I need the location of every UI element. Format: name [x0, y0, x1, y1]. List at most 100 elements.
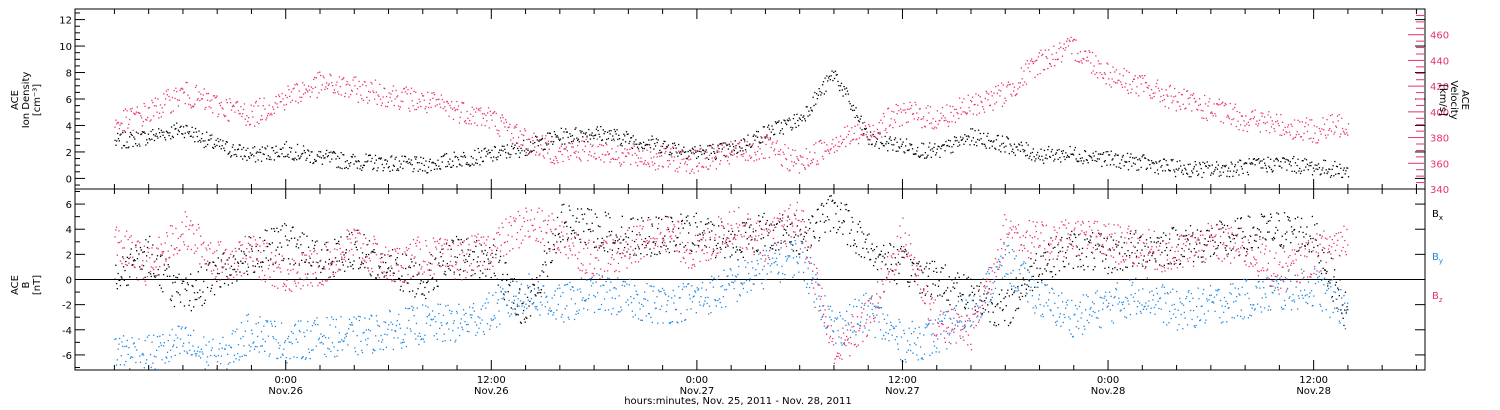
data-point	[915, 104, 917, 106]
data-point	[147, 133, 150, 135]
data-point	[829, 195, 831, 197]
data-point	[311, 325, 314, 327]
data-point	[878, 254, 880, 256]
data-point	[391, 249, 394, 251]
data-point	[879, 254, 882, 256]
data-point	[482, 117, 484, 119]
data-point	[368, 99, 371, 102]
data-point	[268, 243, 270, 245]
data-point	[1223, 224, 1226, 226]
data-point	[462, 270, 465, 272]
data-point	[310, 151, 312, 153]
data-point	[553, 162, 556, 165]
data-point	[1297, 158, 1299, 160]
data-point	[1066, 237, 1068, 240]
data-point	[570, 233, 573, 235]
data-point	[960, 113, 962, 115]
data-point	[790, 241, 792, 243]
data-point	[732, 154, 734, 156]
data-point	[1328, 168, 1330, 170]
data-point	[1098, 244, 1101, 246]
data-point	[428, 291, 430, 293]
data-point	[583, 213, 586, 215]
data-point	[537, 287, 539, 289]
data-point	[819, 140, 821, 142]
data-point	[1173, 96, 1175, 98]
data-point	[354, 155, 356, 158]
data-point	[393, 272, 395, 274]
data-point	[144, 105, 146, 107]
data-point	[312, 261, 314, 263]
data-point	[203, 280, 205, 283]
data-point	[326, 249, 328, 251]
data-point	[1036, 59, 1038, 61]
data-point	[1203, 117, 1205, 120]
data-point	[366, 244, 368, 246]
data-point	[453, 151, 455, 153]
data-point	[186, 351, 188, 353]
data-point	[660, 145, 662, 147]
data-point	[1097, 60, 1100, 62]
data-point	[1118, 79, 1120, 81]
data-point	[1013, 152, 1015, 154]
data-point	[900, 245, 903, 248]
data-point	[1144, 82, 1147, 84]
data-point	[1136, 249, 1138, 252]
data-point	[1344, 309, 1346, 311]
data-point	[928, 146, 930, 148]
data-point	[1028, 280, 1030, 282]
data-point	[244, 155, 246, 158]
data-point	[667, 228, 670, 230]
data-point	[480, 107, 482, 109]
data-point	[810, 109, 813, 111]
data-point	[530, 290, 532, 292]
data-point	[341, 261, 344, 263]
data-point	[485, 275, 487, 277]
data-point	[415, 156, 418, 158]
data-point	[1257, 158, 1259, 161]
data-point	[293, 356, 295, 358]
data-point	[369, 154, 371, 156]
data-point	[1340, 133, 1342, 135]
data-point	[208, 341, 210, 343]
data-point	[635, 254, 637, 256]
data-point	[1244, 236, 1246, 238]
data-point	[396, 169, 398, 171]
data-point	[1030, 258, 1032, 260]
data-point	[1054, 153, 1057, 155]
data-point	[415, 338, 417, 340]
data-point	[368, 154, 370, 157]
data-point	[1021, 144, 1023, 147]
data-point	[1017, 307, 1020, 309]
data-point	[720, 151, 723, 153]
data-point	[610, 130, 612, 132]
data-point	[1162, 170, 1164, 172]
data-point	[1329, 282, 1331, 284]
data-point	[601, 139, 604, 141]
data-point	[354, 243, 356, 246]
data-point	[203, 146, 205, 149]
data-point	[1003, 146, 1005, 148]
data-point	[1013, 90, 1015, 92]
data-point	[156, 258, 158, 260]
data-point	[316, 97, 318, 99]
data-point	[1157, 240, 1159, 243]
data-point	[1114, 82, 1117, 84]
data-point	[1230, 123, 1232, 125]
data-point	[1222, 101, 1224, 103]
data-point	[636, 154, 638, 156]
data-point	[439, 303, 441, 306]
data-point	[1203, 250, 1205, 252]
y-tick-label: 0	[66, 174, 72, 185]
data-point	[1184, 108, 1186, 110]
data-point	[1257, 247, 1259, 249]
data-point	[684, 163, 686, 165]
data-point	[1222, 165, 1224, 167]
data-point	[719, 163, 721, 165]
data-point	[688, 232, 690, 234]
data-point	[196, 350, 199, 352]
data-point	[767, 137, 769, 139]
data-point	[1316, 126, 1318, 128]
data-point	[923, 116, 925, 118]
data-point	[669, 241, 671, 243]
